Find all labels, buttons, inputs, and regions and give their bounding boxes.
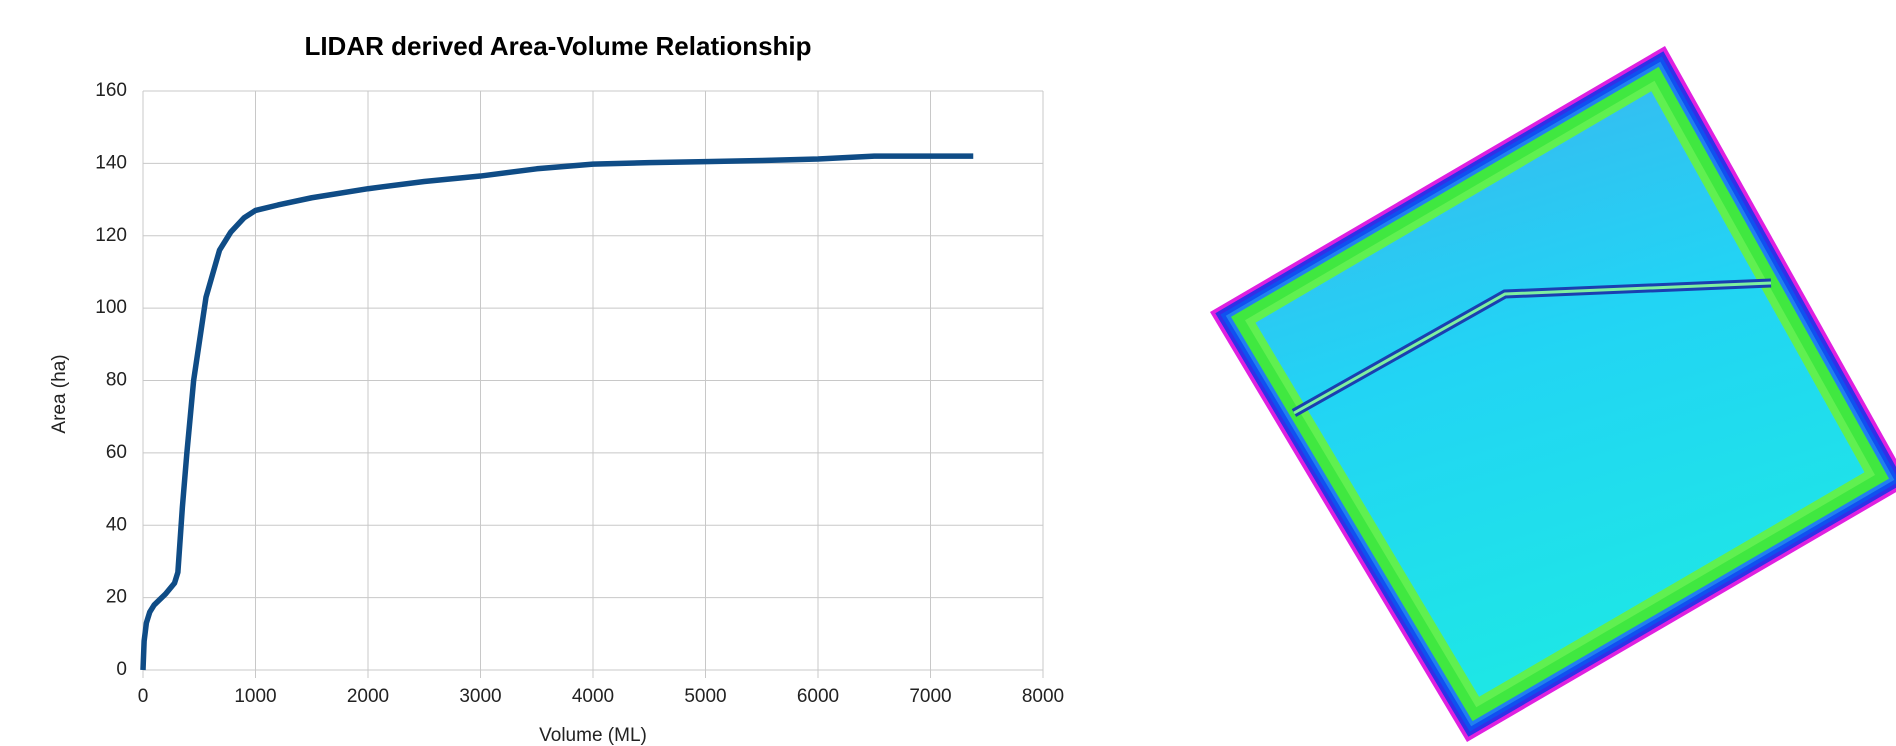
x-tick-label: 2000: [347, 686, 389, 707]
screen: LIDAR derived Area-Volume Relationship V…: [0, 0, 1896, 746]
y-tick-label: 80: [106, 370, 127, 391]
y-tick-label: 120: [95, 225, 127, 246]
x-tick-label: 8000: [1022, 686, 1064, 707]
x-tick-label: 0: [138, 686, 149, 707]
data-line: [143, 156, 973, 670]
elevation-map: [1210, 46, 1896, 742]
y-tick-label: 100: [95, 297, 127, 318]
map-layer: [1256, 91, 1865, 697]
x-tick-label: 4000: [572, 686, 614, 707]
x-tick-label: 7000: [909, 686, 951, 707]
y-tick-label: 160: [95, 80, 127, 101]
x-axis-label: Volume (ML): [539, 725, 647, 746]
y-tick-label: 60: [106, 442, 127, 463]
chart-title: LIDAR derived Area-Volume Relationship: [304, 31, 811, 61]
y-tick-label: 20: [106, 587, 127, 608]
x-tick-label: 3000: [459, 686, 501, 707]
y-tick-label: 0: [116, 659, 127, 680]
x-tick-label: 1000: [234, 686, 276, 707]
y-tick-label: 140: [95, 152, 127, 173]
y-tick-label: 40: [106, 514, 127, 535]
chart: LIDAR derived Area-Volume Relationship V…: [49, 31, 1064, 746]
y-axis-label: Area (ha): [49, 354, 70, 433]
x-tick-label: 5000: [684, 686, 726, 707]
x-tick-label: 6000: [797, 686, 839, 707]
